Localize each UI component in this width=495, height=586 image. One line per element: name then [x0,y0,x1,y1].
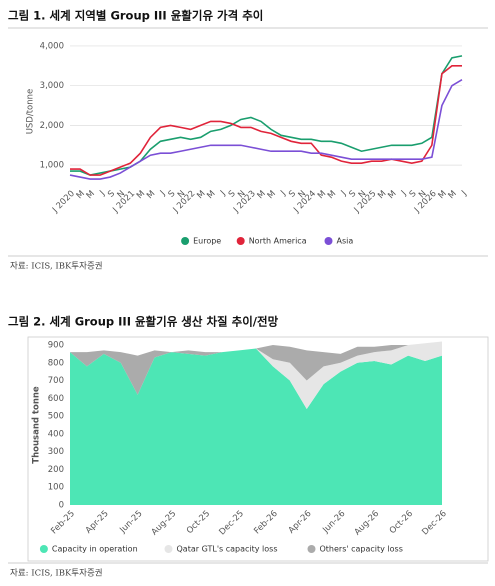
x-tick-label: J [218,189,228,199]
x-tick-label: N [297,189,309,201]
x-tick-label: Feb-25 [49,509,77,537]
x-tick-label: Oct-26 [388,509,415,536]
legend-swatch [39,545,48,553]
y-tick-label: 2,000 [40,121,64,131]
x-tick-label: M [326,189,338,201]
legend-label: Asia [337,237,354,246]
x-tick-label: Aug-26 [353,509,382,538]
legend-swatch [164,545,173,553]
legend-label: Europe [193,237,221,246]
x-tick-label: M [266,189,278,201]
y-tick-label: 100 [48,483,64,493]
y-tick-label: 0 [59,501,64,511]
y-tick-label: 200 [48,465,64,475]
line [70,55,463,176]
x-tick-label: J 2020 [50,189,77,216]
x-tick-label: Dec-26 [420,509,449,538]
legend-swatch [181,237,190,245]
legend-swatch [236,237,245,245]
y-tick-label: 300 [48,447,64,457]
x-tick-label: Jun-26 [320,509,347,536]
chart-title: 그림 2. 세계 Group III 윤활기유 생산 차질 추이/전망 [8,315,279,329]
x-tick-label: S [347,189,358,200]
x-tick-label: Jun-25 [118,509,145,536]
x-tick-label: S [408,189,419,200]
x-tick-label: S [167,189,178,200]
x-tick-label: Oct-25 [185,509,212,536]
x-tick-label: N [176,189,188,201]
area [70,341,442,395]
y-tick-label: 400 [48,429,64,439]
x-tick-label: Dec-25 [217,509,246,538]
x-tick-label: M [386,189,398,201]
y-tick-label: 500 [48,412,64,422]
x-tick-label: N [417,189,429,201]
y-tick-label: 900 [48,341,64,351]
x-tick-label: M [145,189,157,201]
x-tick-label: S [227,189,238,200]
x-tick-label: J [339,189,349,199]
x-tick-label: M [205,189,217,201]
line [69,79,463,180]
x-tick-label: M [85,189,97,201]
y-tick-label: 600 [48,394,64,404]
y-axis-label: USD/tonne [26,89,36,135]
x-tick-label: Apr-26 [287,509,314,536]
chart-frame [27,336,489,562]
x-tick-label: Feb-26 [252,509,280,537]
x-tick-label: J [97,189,107,199]
y-tick-label: 800 [48,358,64,368]
area [70,348,442,505]
y-axis-label: Thousand tonne [32,386,42,464]
area [70,341,442,409]
x-tick-label: N [357,189,369,201]
source: 자료: ICIS, IBK투자증권 [10,261,103,272]
source: 자료: ICIS, IBK투자증권 [10,568,103,579]
y-tick-label: 4,000 [40,41,64,51]
x-tick-label: J [459,189,469,199]
legend-label: Qatar GTL's capacity loss [177,545,278,554]
legend-label: Capacity in operation [52,545,138,554]
x-tick-label: M [447,189,459,201]
y-tick-label: 3,000 [40,81,64,91]
line [70,65,462,176]
x-tick-label: Apr-25 [84,509,111,536]
x-tick-label: J [399,189,409,199]
x-tick-label: Aug-25 [150,509,179,538]
x-tick-label: J [158,189,168,199]
legend-label: Others' capacity loss [320,545,403,554]
y-tick-label: 700 [48,376,64,386]
chart-title: 그림 1. 세계 지역별 Group III 윤활기유 가격 추이 [8,9,263,23]
legend-label: North America [249,237,307,246]
x-tick-label: N [236,189,248,201]
x-tick-label: J [278,189,288,199]
x-tick-label: S [287,189,298,200]
legend-swatch [307,545,316,553]
legend-swatch [324,237,333,245]
x-tick-label: N [116,189,128,201]
y-tick-label: 1,000 [40,161,64,171]
x-tick-label: S [106,189,117,200]
